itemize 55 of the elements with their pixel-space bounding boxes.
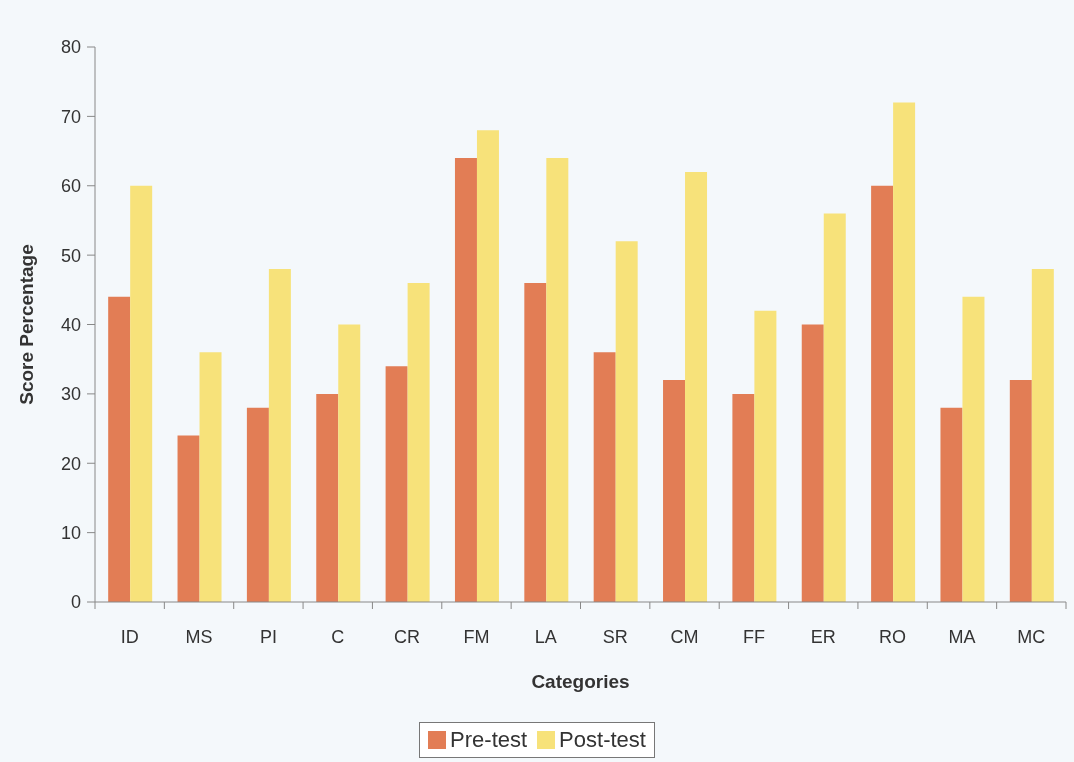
x-tick-label: ER bbox=[810, 627, 836, 647]
bar bbox=[338, 324, 361, 602]
bar bbox=[407, 282, 430, 602]
y-tick-label: 0 bbox=[70, 592, 81, 613]
y-axis-title: Score Percentage bbox=[16, 244, 38, 405]
x-axis-title: Categories bbox=[531, 671, 630, 692]
bar bbox=[754, 310, 777, 602]
x-tick-label: RO bbox=[879, 627, 907, 647]
y-tick-label: 80 bbox=[60, 37, 81, 58]
x-tick-label: ID bbox=[120, 627, 139, 647]
bar bbox=[663, 380, 686, 602]
x-tick-label: CM bbox=[670, 627, 699, 647]
bar bbox=[685, 171, 708, 602]
y-tick-label: 60 bbox=[60, 176, 81, 197]
bar bbox=[476, 130, 499, 602]
x-tick-label: LA bbox=[534, 627, 557, 647]
bar bbox=[893, 102, 916, 602]
bar bbox=[108, 296, 131, 602]
legend-label: Pre-test bbox=[450, 727, 528, 753]
x-tick-label: MC bbox=[1017, 627, 1046, 647]
bar bbox=[615, 241, 638, 602]
bar bbox=[1031, 269, 1054, 602]
y-tick-label: 40 bbox=[60, 314, 81, 335]
x-tick-label: FF bbox=[742, 627, 765, 647]
bar bbox=[177, 435, 200, 602]
bar bbox=[199, 352, 222, 602]
bar bbox=[524, 282, 547, 602]
x-tick-label: MS bbox=[185, 627, 213, 647]
bar bbox=[454, 158, 477, 602]
bar bbox=[546, 158, 569, 602]
bar bbox=[732, 393, 755, 602]
y-tick-label: 70 bbox=[60, 106, 81, 127]
bar bbox=[593, 352, 616, 602]
bar bbox=[246, 407, 269, 602]
bar bbox=[940, 407, 963, 602]
x-tick-label: MA bbox=[948, 627, 976, 647]
legend-label: Post-test bbox=[559, 727, 646, 753]
x-tick-label: SR bbox=[602, 627, 628, 647]
x-tick-label: PI bbox=[259, 627, 277, 647]
y-tick-label: 30 bbox=[60, 384, 81, 405]
bar bbox=[1009, 380, 1032, 602]
x-tick-label: C bbox=[331, 627, 345, 647]
bar bbox=[823, 213, 846, 602]
x-tick-label: CR bbox=[394, 627, 421, 647]
bar bbox=[130, 185, 153, 602]
y-tick-label: 20 bbox=[60, 453, 81, 474]
bar bbox=[316, 393, 339, 602]
bar bbox=[385, 366, 408, 602]
bar bbox=[801, 324, 824, 602]
y-tick-label: 10 bbox=[60, 523, 81, 544]
y-tick-label: 50 bbox=[60, 245, 81, 266]
bar bbox=[962, 296, 985, 602]
bar bbox=[871, 185, 894, 602]
x-tick-label: FM bbox=[463, 627, 490, 647]
bar bbox=[268, 269, 291, 602]
